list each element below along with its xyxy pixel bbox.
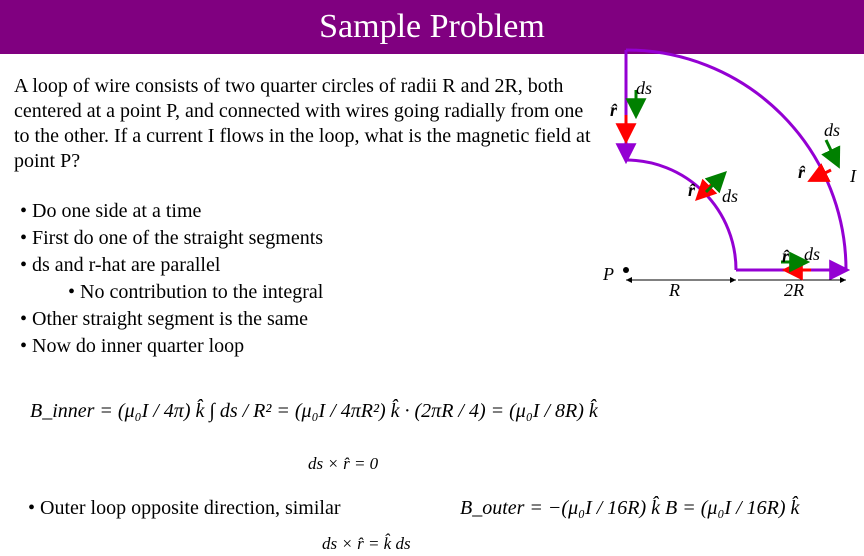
bullet-2: • First do one of the straight segments [20,225,440,252]
equation-outer: B_outer = −(μ₀I / 16R) k̂ B = (μ₀I / 16R… [460,497,799,520]
bullet-1: • Do one side at a time [20,198,440,225]
bullet-list: • Do one side at a time • First do one o… [20,198,440,360]
label-ds-inner: ds [722,186,738,207]
equation-cross-zero: ds × r̂ = 0 [308,453,378,476]
label-ds-outer: ds [824,120,840,141]
slide-title: Sample Problem [319,8,545,46]
label-rhat-top: r̂ [610,100,617,121]
bullet-4: • Other straight segment is the same [20,306,440,333]
bullet-3a: • No contribution to the integral [68,279,440,306]
bullet-3: • ds and r-hat are parallel ds × r̂ = 0 [20,252,440,279]
label-ds-bottom: ds [804,244,820,265]
equation-cross-k: ds × r̂ = k̂ ds [322,533,411,556]
label-ds-top: ds [636,78,652,99]
physics-diagram: P R 2R I ds ds ds ds r̂ r̂ r̂ r̂ [606,70,858,300]
bullet-6: • Outer loop opposite direction, similar [28,497,341,520]
label-rhat-inner: r̂ [688,180,695,201]
label-rhat-bottom: r̂ [782,246,789,267]
label-P: P [603,264,614,285]
label-R: R [669,280,680,301]
bullet-5: • Now do inner quarter loop ds × r̂ = k̂… [20,333,440,360]
label-rhat-outer: r̂ [798,162,805,183]
equation-inner: B_inner = (μ₀I / 4π) k̂ ∫ ds / R² = (μ₀I… [30,400,598,423]
label-I: I [850,166,856,187]
label-2R: 2R [784,280,804,301]
problem-statement: A loop of wire consists of two quarter c… [8,72,598,176]
